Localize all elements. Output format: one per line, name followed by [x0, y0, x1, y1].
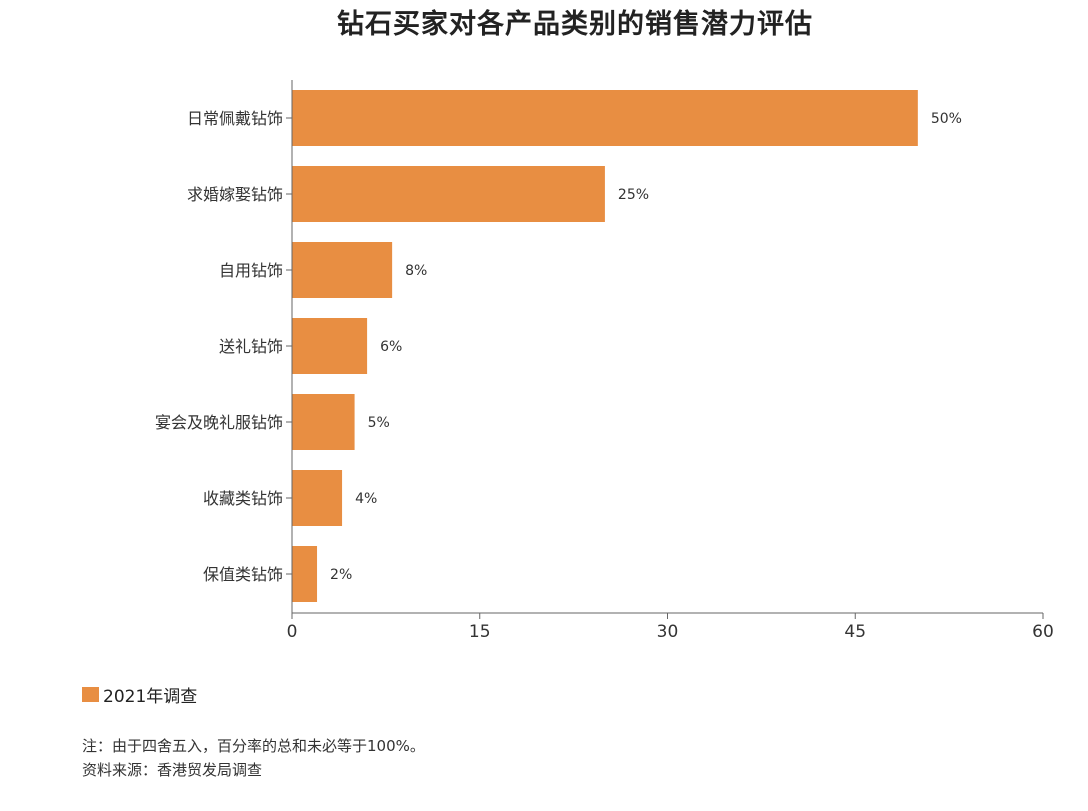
- bar: [292, 90, 918, 146]
- legend-label: 2021年调查: [103, 687, 198, 707]
- data-label: 4%: [355, 491, 377, 507]
- data-label: 6%: [380, 339, 402, 355]
- category-label: 保值类钻饰: [203, 565, 283, 584]
- category-label: 日常佩戴钻饰: [187, 109, 283, 128]
- x-axis-ticks: 0 15 30 45 60: [287, 613, 1054, 642]
- source-note: 资料来源：香港贸发局调查: [82, 761, 263, 779]
- category-label: 求婚嫁娶钻饰: [187, 185, 283, 204]
- legend-swatch: [82, 687, 99, 702]
- category-label: 送礼钻饰: [219, 337, 283, 356]
- footnotes: 注：由于四舍五入，百分率的总和未必等于100%。 资料来源：香港贸发局调查: [82, 734, 425, 782]
- legend: 2021年调查: [82, 682, 197, 707]
- data-label: 2%: [330, 567, 352, 583]
- bars-group: 50% 25% 8% 6% 5% 4% 2%: [292, 90, 962, 602]
- x-tick-label: 45: [844, 622, 866, 642]
- data-label: 25%: [618, 187, 649, 203]
- bar: [292, 166, 605, 222]
- data-label: 50%: [931, 111, 962, 127]
- x-tick-label: 30: [657, 622, 679, 642]
- data-label: 8%: [405, 263, 427, 279]
- bar: [292, 242, 393, 298]
- data-label: 5%: [368, 415, 390, 431]
- bar: [292, 546, 318, 602]
- bar: [292, 470, 343, 526]
- x-tick-label: 60: [1032, 622, 1054, 642]
- x-tick-label: 15: [469, 622, 491, 642]
- category-label: 宴会及晚礼服钻饰: [155, 413, 283, 432]
- category-label: 自用钻饰: [219, 261, 283, 280]
- bar: [292, 394, 355, 450]
- x-tick-label: 0: [287, 622, 298, 642]
- bar-chart: 50% 25% 8% 6% 5% 4% 2% 日常佩戴钻饰求婚嫁娶钻饰自用钻饰送礼钻饰宴会及…: [155, 80, 1054, 642]
- rounding-note: 注：由于四舍五入，百分率的总和未必等于100%。: [82, 737, 425, 755]
- chart-title: 钻石买家对各产品类别的销售潜力评估: [337, 9, 813, 40]
- category-label: 收藏类钻饰: [203, 489, 283, 508]
- bar: [292, 318, 368, 374]
